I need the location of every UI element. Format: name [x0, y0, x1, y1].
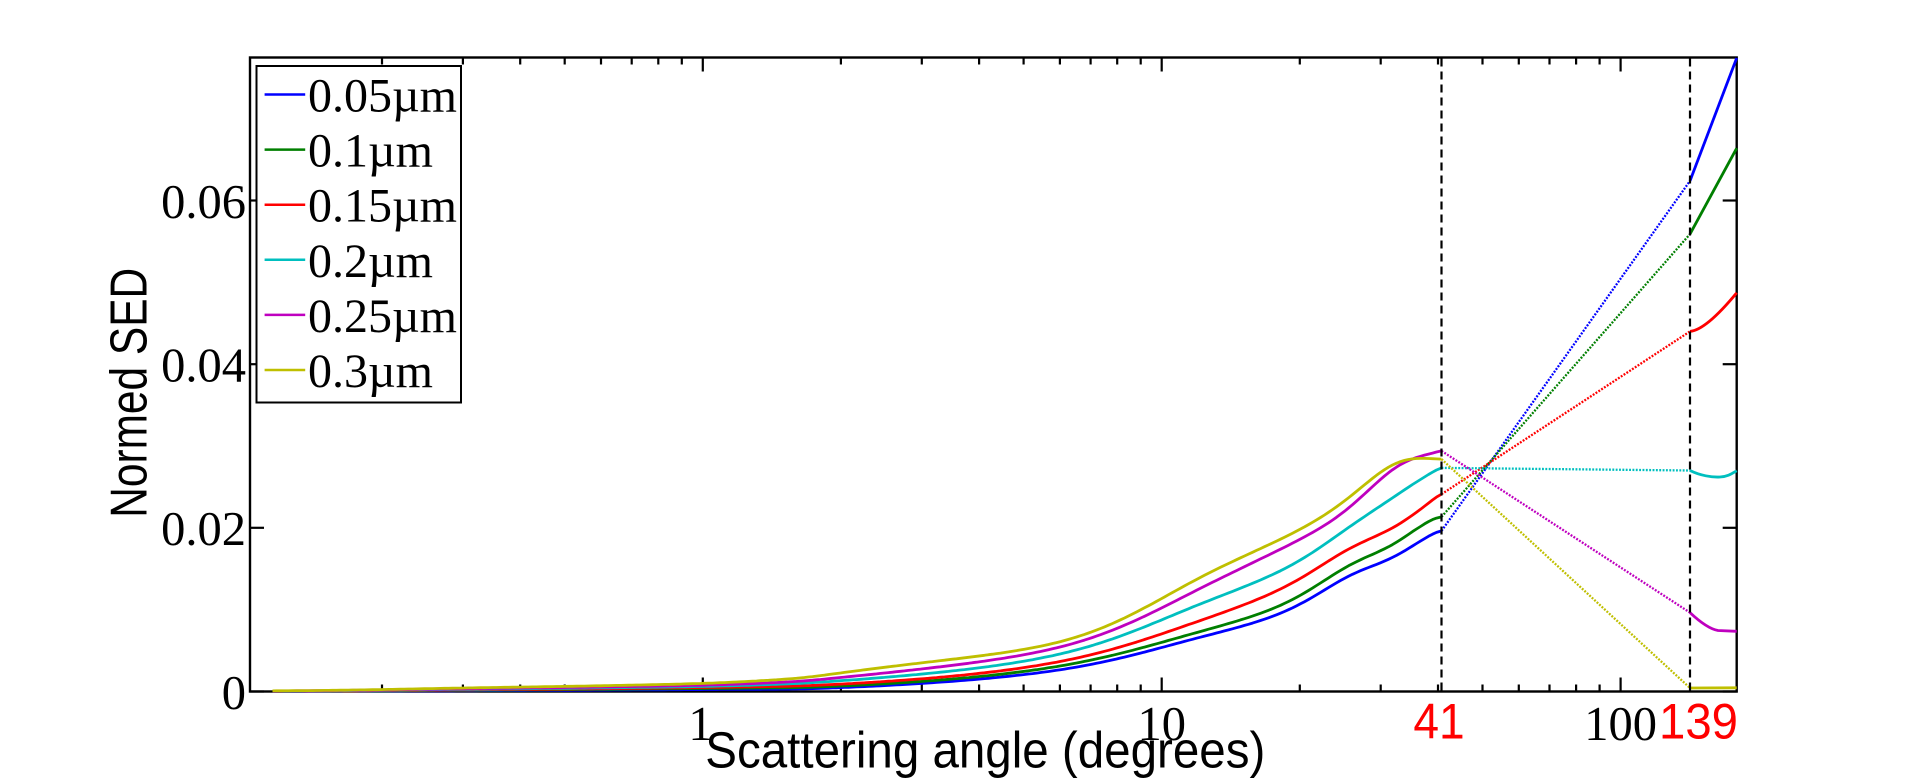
svg-text:10: 10: [1137, 698, 1186, 751]
svg-text:0.05µm: 0.05µm: [308, 70, 457, 123]
svg-text:0.04: 0.04: [161, 340, 246, 393]
svg-text:0.15µm: 0.15µm: [308, 180, 457, 233]
svg-text:1: 1: [688, 698, 712, 751]
svg-text:41: 41: [1413, 694, 1464, 750]
svg-text:0.06: 0.06: [161, 176, 246, 229]
svg-text:0.3µm: 0.3µm: [308, 345, 433, 398]
svg-text:100: 100: [1584, 698, 1657, 751]
svg-text:0.02: 0.02: [161, 503, 246, 556]
svg-text:Scattering angle (degrees): Scattering angle (degrees): [705, 722, 1265, 779]
svg-text:139: 139: [1659, 694, 1738, 750]
svg-text:0.25µm: 0.25µm: [308, 290, 457, 343]
svg-text:0: 0: [222, 667, 246, 720]
svg-text:0.2µm: 0.2µm: [308, 235, 433, 288]
svg-text:0.1µm: 0.1µm: [308, 125, 433, 178]
svg-text:Normed SED: Normed SED: [100, 268, 158, 518]
